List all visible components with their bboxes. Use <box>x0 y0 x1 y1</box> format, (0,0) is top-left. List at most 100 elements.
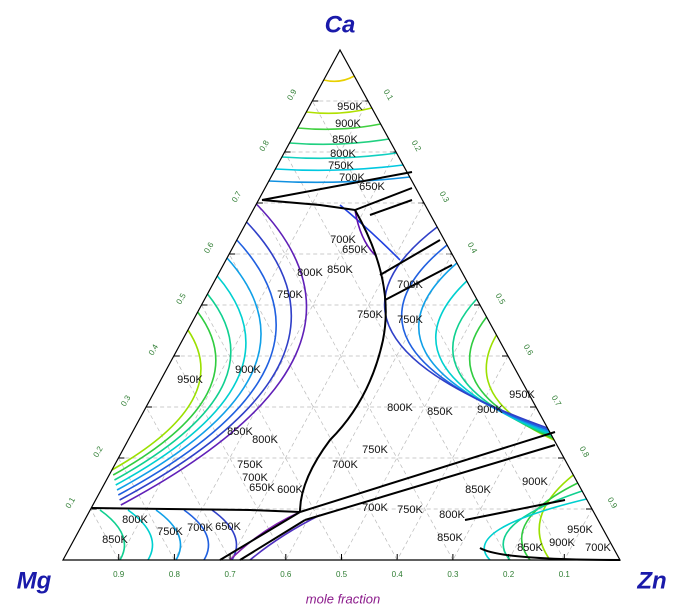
tick-label: 0.7 <box>230 189 244 204</box>
isotherm-curve <box>268 176 410 184</box>
isotherm-label: 700K <box>397 279 423 291</box>
isotherm-curve <box>183 509 210 561</box>
isotherm-label: 750K <box>157 526 183 538</box>
isotherm-label: 850K <box>437 532 463 544</box>
tick-label: 0.5 <box>174 291 188 306</box>
tick-label: 0.1 <box>382 88 396 103</box>
grid-line <box>284 151 509 561</box>
grid-line <box>145 406 231 561</box>
isotherm-label: 950K <box>337 101 363 113</box>
tick-label: 0.4 <box>147 342 161 357</box>
grid-line <box>256 202 454 561</box>
phase-boundary <box>299 209 387 513</box>
isotherm-curve <box>354 209 376 256</box>
tick-label: 0.3 <box>438 190 452 205</box>
isotherm-label: 850K <box>517 542 543 554</box>
isotherm-curve <box>120 203 308 506</box>
isotherm-label: 600K <box>277 484 303 496</box>
tick-label: 0.9 <box>606 496 620 511</box>
tick-label: 0.6 <box>522 343 536 358</box>
isotherm-label: 950K <box>509 389 535 401</box>
tick-label: 0.1 <box>559 570 571 579</box>
tick-label: 0.1 <box>64 495 78 510</box>
isotherm-label: 800K <box>330 148 356 160</box>
isotherm-label: 650K <box>342 244 368 256</box>
isotherm-curve <box>483 498 587 561</box>
tick-label: 0.2 <box>503 570 515 579</box>
isotherm-label: 750K <box>277 289 303 301</box>
isotherm-label: 900K <box>335 118 361 130</box>
isotherm-label: 800K <box>297 267 323 279</box>
phase-boundary <box>239 519 306 561</box>
isotherm-label: 900K <box>549 537 575 549</box>
isotherm-label: 850K <box>332 134 358 146</box>
isotherm-label: 750K <box>357 309 383 321</box>
isotherm-label: 800K <box>252 434 278 446</box>
tick-label: 0.5 <box>494 292 508 307</box>
isotherm-curve <box>520 482 579 561</box>
isotherm-label: 850K <box>227 426 253 438</box>
isotherm-curve <box>297 123 381 131</box>
grid-line <box>396 355 509 561</box>
isotherm-curve <box>111 329 202 471</box>
isotherm-curve <box>468 316 554 439</box>
phase-boundary <box>384 264 453 301</box>
isotherm-label: 700K <box>362 502 388 514</box>
isotherm-curve <box>127 509 154 561</box>
phase-boundary <box>464 499 566 521</box>
isotherm-curve <box>383 226 548 429</box>
isotherm-curve <box>116 257 262 491</box>
grid-line <box>173 355 287 561</box>
isotherm-label: 700K <box>585 542 611 554</box>
tick-label: 0.9 <box>285 87 299 102</box>
isotherm-curve <box>119 221 293 501</box>
isotherm-label: 800K <box>122 514 148 526</box>
tick-label: 0.9 <box>113 570 125 579</box>
triangle-frame <box>61 48 622 561</box>
isotherm-label: 800K <box>387 402 413 414</box>
isotherm-label: 700K <box>330 234 356 246</box>
grid-line <box>563 508 593 561</box>
phase-boundary <box>261 171 413 201</box>
tick-label: 0.8 <box>258 138 272 153</box>
isotherm-curve <box>400 244 549 431</box>
grid-line <box>311 100 565 561</box>
grid-line <box>90 508 120 561</box>
phase-boundary <box>369 199 413 216</box>
phase-boundary <box>379 239 441 276</box>
isotherm-curve <box>117 239 277 496</box>
isotherm-label: 700K <box>187 522 213 534</box>
tick-label: 0.7 <box>225 570 237 579</box>
isotherm-curve <box>249 514 321 561</box>
isotherm-curve <box>114 293 232 481</box>
phase-boundary <box>219 511 301 561</box>
tick-label: 0.8 <box>578 445 592 460</box>
isotherm-label: 850K <box>327 264 353 276</box>
isotherm-label: 700K <box>339 172 365 184</box>
isotherm-curve <box>99 509 126 561</box>
tick-label: 0.2 <box>91 444 105 459</box>
isotherm-label: 750K <box>397 314 423 326</box>
phase-boundary <box>299 431 556 513</box>
phase-boundary <box>91 507 301 513</box>
phase-boundary <box>261 187 413 212</box>
isotherm-curve <box>306 107 373 115</box>
isotherm-label: 900K <box>235 364 261 376</box>
isotherm-curve <box>323 75 355 83</box>
isotherm-label: 900K <box>477 404 503 416</box>
tick-label: 0.4 <box>392 570 404 579</box>
isotherm-curve <box>289 138 389 146</box>
isotherm-label: 900K <box>522 476 548 488</box>
isotherm-label: 750K <box>362 444 388 456</box>
isotherm-label: 750K <box>397 504 423 516</box>
isotherm-label: 750K <box>328 160 354 172</box>
tick-label: 0.3 <box>119 393 133 408</box>
isotherm-label: 850K <box>465 484 491 496</box>
isotherm-curve <box>115 275 247 486</box>
corner-label: Mg <box>17 567 52 594</box>
tick-label: 0.5 <box>336 570 348 579</box>
grid-line <box>341 304 481 561</box>
tick-label: 0.4 <box>466 241 480 256</box>
phase-boundary <box>304 444 556 521</box>
